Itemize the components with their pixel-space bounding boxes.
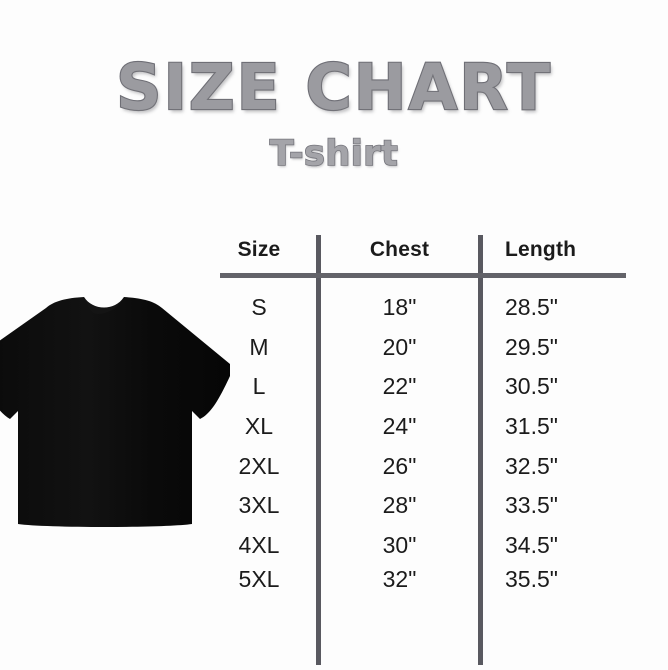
cell-length: 33.5" — [505, 492, 558, 518]
cell-size: 4XL — [238, 532, 280, 558]
table-row: L 22" 30.5" — [0, 373, 668, 413]
table-row: 4XL 30" 34.5" — [0, 532, 668, 572]
cell-chest: 28" — [382, 492, 417, 518]
cell-length: 31.5" — [505, 413, 558, 439]
table-row: 5XL 32" 35.5" — [0, 566, 668, 606]
table-row: XL 24" 31.5" — [0, 413, 668, 453]
cell-chest: 26" — [382, 453, 417, 479]
tshirt-illustration — [0, 292, 242, 542]
cell-length: 29.5" — [505, 334, 558, 360]
cell-size: 2XL — [238, 453, 280, 479]
table-row: 2XL 26" 32.5" — [0, 453, 668, 493]
table-row: 3XL 28" 33.5" — [0, 492, 668, 532]
cell-chest: 24" — [382, 413, 417, 439]
cell-length: 32.5" — [505, 453, 558, 479]
column-header-chest: Chest — [369, 238, 430, 261]
table-row: M 20" 29.5" — [0, 334, 668, 374]
cell-length: 28.5" — [505, 294, 558, 320]
column-header-size: Size — [237, 238, 281, 261]
cell-size: S — [251, 294, 267, 320]
cell-size: 3XL — [238, 492, 280, 518]
cell-chest: 20" — [382, 334, 417, 360]
title-block: SIZE CHART — [0, 51, 668, 124]
cell-size: L — [252, 373, 266, 399]
cell-size: XL — [244, 413, 274, 439]
cell-size: M — [249, 334, 269, 360]
cell-length: 30.5" — [505, 373, 558, 399]
table-header-row: Size Chest Length — [0, 238, 668, 278]
tshirt-icon — [0, 297, 230, 527]
page-subtitle: T-shirt — [269, 133, 399, 175]
cell-chest: 18" — [382, 294, 417, 320]
cell-size: 5XL — [238, 566, 280, 592]
cell-chest: 30" — [382, 532, 417, 558]
cell-chest: 22" — [382, 373, 417, 399]
table-row: S 18" 28.5" — [0, 294, 668, 334]
column-header-length: Length — [505, 238, 577, 261]
cell-chest: 32" — [382, 566, 417, 592]
cell-length: 34.5" — [505, 532, 558, 558]
cell-length: 35.5" — [505, 566, 558, 592]
page-title: SIZE CHART — [115, 51, 552, 124]
